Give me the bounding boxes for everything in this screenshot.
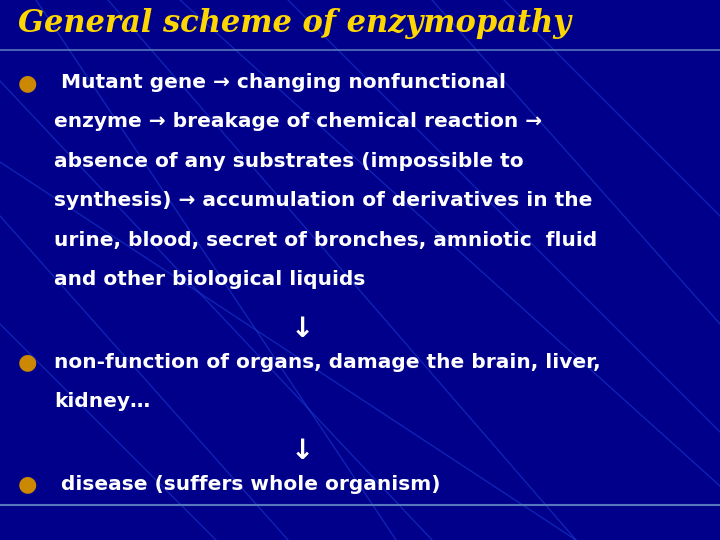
Text: General scheme of enzymopathy: General scheme of enzymopathy bbox=[18, 8, 571, 39]
Text: ↓: ↓ bbox=[291, 315, 314, 343]
Text: ●: ● bbox=[18, 73, 37, 93]
Text: ●: ● bbox=[18, 353, 37, 373]
Text: absence of any substrates (impossible to: absence of any substrates (impossible to bbox=[54, 152, 523, 171]
Text: and other biological liquids: and other biological liquids bbox=[54, 270, 365, 289]
Text: synthesis) → accumulation of derivatives in the: synthesis) → accumulation of derivatives… bbox=[54, 191, 593, 210]
Text: disease (suffers whole organism): disease (suffers whole organism) bbox=[54, 475, 441, 494]
Text: ●: ● bbox=[18, 475, 37, 495]
Text: non-function of organs, damage the brain, liver,: non-function of organs, damage the brain… bbox=[54, 353, 600, 372]
Text: enzyme → breakage of chemical reaction →: enzyme → breakage of chemical reaction → bbox=[54, 112, 542, 131]
Text: kidney…: kidney… bbox=[54, 392, 150, 411]
Text: ↓: ↓ bbox=[291, 437, 314, 465]
Text: urine, blood, secret of bronches, amniotic  fluid: urine, blood, secret of bronches, amniot… bbox=[54, 231, 598, 249]
Text: Mutant gene → changing nonfunctional: Mutant gene → changing nonfunctional bbox=[54, 73, 506, 92]
